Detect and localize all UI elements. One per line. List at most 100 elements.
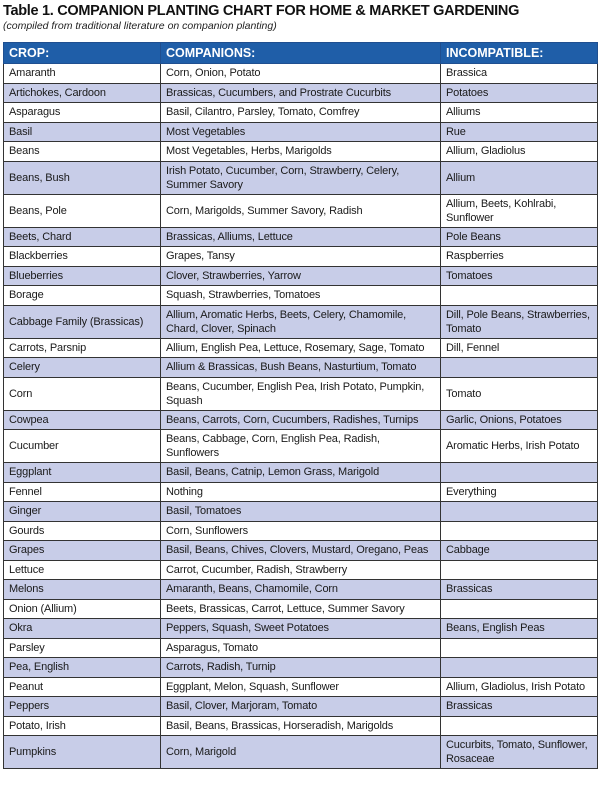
companions-cell: Brassicas, Alliums, Lettuce (160, 226, 441, 247)
table-row: Cowpea Beans, Carrots, Corn, Cucumbers, R… (3, 409, 598, 430)
incompatible-cell (440, 501, 598, 522)
crop-cell: Okra (3, 618, 161, 639)
incompatible-cell: Alliums (440, 102, 598, 123)
incompatible-cell (440, 715, 598, 736)
table-row: Ginger Basil, Tomatoes (3, 501, 598, 522)
header-crop: CROP: (3, 42, 161, 64)
incompatible-cell: Cucurbits, Tomato, Sunflower, Rosaceae (440, 735, 598, 769)
companions-cell: Most Vegetables (160, 121, 441, 142)
table-body: Amaranth Corn, Onion, Potato Brassica Artic… (3, 63, 598, 769)
companions-cell: Irish Potato, Cucumber, Corn, Strawberry… (160, 160, 441, 195)
table-row: Corn Beans, Cucumber, English Pea, Irish … (3, 376, 598, 411)
companions-cell: Beans, Cabbage, Corn, English Pea, Radis… (160, 429, 441, 463)
table-row: Celery Allium & Brassicas, Bush Beans, Na… (3, 357, 598, 378)
incompatible-cell: Dill, Fennel (440, 337, 598, 358)
table-row: Potato, Irish Basil, Beans, Brassicas, Ho… (3, 715, 598, 736)
crop-cell: Blueberries (3, 265, 161, 286)
crop-cell: Lettuce (3, 559, 161, 580)
companions-cell: Beans, Carrots, Corn, Cucumbers, Radishe… (160, 409, 441, 430)
table-row: Basil Most Vegetables Rue (3, 121, 598, 142)
table-row: Melons Amaranth, Beans, Chamomile, Corn Br… (3, 579, 598, 600)
table-row: Gourds Corn, Sunflowers (3, 520, 598, 541)
companions-cell: Corn, Sunflowers (160, 520, 441, 541)
crop-cell: Blackberries (3, 246, 161, 267)
companions-cell: Asparagus, Tomato (160, 637, 441, 658)
table-row: Asparagus Basil, Cilantro, Parsley, Tomat… (3, 102, 598, 123)
companions-cell: Amaranth, Beans, Chamomile, Corn (160, 579, 441, 600)
crop-cell: Amaranth (3, 63, 161, 84)
header-row: CROP: COMPANIONS: INCOMPATIBLE: (3, 42, 598, 64)
table-title: Table 1. COMPANION PLANTING CHART FOR HO… (3, 3, 520, 19)
table-row: Okra Peppers, Squash, Sweet Potatoes Beans… (3, 618, 598, 639)
crop-cell: Melons (3, 579, 161, 600)
companions-cell: Grapes, Tansy (160, 246, 441, 267)
crop-cell: Borage (3, 285, 161, 306)
incompatible-cell (440, 637, 598, 658)
crop-cell: Fennel (3, 481, 161, 502)
crop-cell: Basil (3, 121, 161, 142)
companions-cell: Basil, Beans, Chives, Clovers, Mustard, … (160, 540, 441, 561)
incompatible-cell: Garlic, Onions, Potatoes (440, 409, 598, 430)
header-incompatible: INCOMPATIBLE: (440, 42, 598, 64)
table-row: Blueberries Clover, Strawberries, Yarrow T… (3, 265, 598, 286)
crop-cell: Peanut (3, 676, 161, 697)
companions-cell: Allium & Brassicas, Bush Beans, Nasturti… (160, 357, 441, 378)
incompatible-cell: Brassicas (440, 696, 598, 717)
crop-cell: Pumpkins (3, 735, 161, 769)
table-row: Beans Most Vegetables, Herbs, Marigolds Al… (3, 141, 598, 162)
incompatible-cell: Aromatic Herbs, Irish Potato (440, 429, 598, 463)
table-row: Lettuce Carrot, Cucumber, Radish, Strawbe… (3, 559, 598, 580)
companions-cell: Clover, Strawberries, Yarrow (160, 265, 441, 286)
table-row: Peppers Basil, Clover, Marjoram, Tomato Br… (3, 696, 598, 717)
incompatible-cell: Brassicas (440, 579, 598, 600)
companions-cell: Brassicas, Cucumbers, and Prostrate Cucu… (160, 82, 441, 103)
incompatible-cell: Cabbage (440, 540, 598, 561)
companions-cell: Carrot, Cucumber, Radish, Strawberry (160, 559, 441, 580)
incompatible-cell: Tomato (440, 376, 598, 411)
table-row: Eggplant Basil, Beans, Catnip, Lemon Gras… (3, 462, 598, 483)
crop-cell: Beans, Pole (3, 193, 161, 228)
incompatible-cell (440, 657, 598, 678)
crop-cell: Asparagus (3, 102, 161, 123)
table-row: Beets, Chard Brassicas, Alliums, Lettuce P… (3, 226, 598, 247)
crop-cell: Cowpea (3, 409, 161, 430)
companions-cell: Beans, Cucumber, English Pea, Irish Pota… (160, 376, 441, 411)
table-row: Onion (Allium) Beets, Brassicas, Carrot, … (3, 598, 598, 619)
crop-cell: Onion (Allium) (3, 598, 161, 619)
crop-cell: Cabbage Family (Brassicas) (3, 304, 161, 339)
incompatible-cell: Potatoes (440, 82, 598, 103)
crop-cell: Artichokes, Cardoon (3, 82, 161, 103)
table-row: Artichokes, Cardoon Brassicas, Cucumbers,… (3, 82, 598, 103)
table-row: Peanut Eggplant, Melon, Squash, Sunflower… (3, 676, 598, 697)
crop-cell: Beans, Bush (3, 160, 161, 195)
crop-cell: Corn (3, 376, 161, 411)
table-row: Beans, Bush Irish Potato, Cucumber, Corn,… (3, 160, 598, 195)
table-row: Grapes Basil, Beans, Chives, Clovers, Mus… (3, 540, 598, 561)
incompatible-cell: Allium (440, 160, 598, 195)
incompatible-cell: Pole Beans (440, 226, 598, 247)
crop-cell: Beans (3, 141, 161, 162)
crop-cell: Ginger (3, 501, 161, 522)
companions-cell: Allium, Aromatic Herbs, Beets, Celery, C… (160, 304, 441, 339)
crop-cell: Eggplant (3, 462, 161, 483)
table-row: Amaranth Corn, Onion, Potato Brassica (3, 63, 598, 84)
incompatible-cell: Tomatoes (440, 265, 598, 286)
crop-cell: Cucumber (3, 429, 161, 463)
incompatible-cell (440, 357, 598, 378)
crop-cell: Grapes (3, 540, 161, 561)
table-row: Beans, Pole Corn, Marigolds, Summer Savor… (3, 193, 598, 228)
incompatible-cell (440, 285, 598, 306)
incompatible-cell: Dill, Pole Beans, Strawberries, Tomato (440, 304, 598, 339)
table-row: Carrots, Parsnip Allium, English Pea, Let… (3, 337, 598, 358)
companions-cell: Carrots, Radish, Turnip (160, 657, 441, 678)
crop-cell: Beets, Chard (3, 226, 161, 247)
companions-cell: Squash, Strawberries, Tomatoes (160, 285, 441, 306)
companions-cell: Corn, Marigold (160, 735, 441, 769)
incompatible-cell (440, 559, 598, 580)
incompatible-cell (440, 598, 598, 619)
companions-cell: Basil, Beans, Brassicas, Horseradish, Ma… (160, 715, 441, 736)
incompatible-cell: Rue (440, 121, 598, 142)
companions-cell: Corn, Marigolds, Summer Savory, Radish (160, 193, 441, 228)
companions-cell: Most Vegetables, Herbs, Marigolds (160, 141, 441, 162)
crop-cell: Carrots, Parsnip (3, 337, 161, 358)
